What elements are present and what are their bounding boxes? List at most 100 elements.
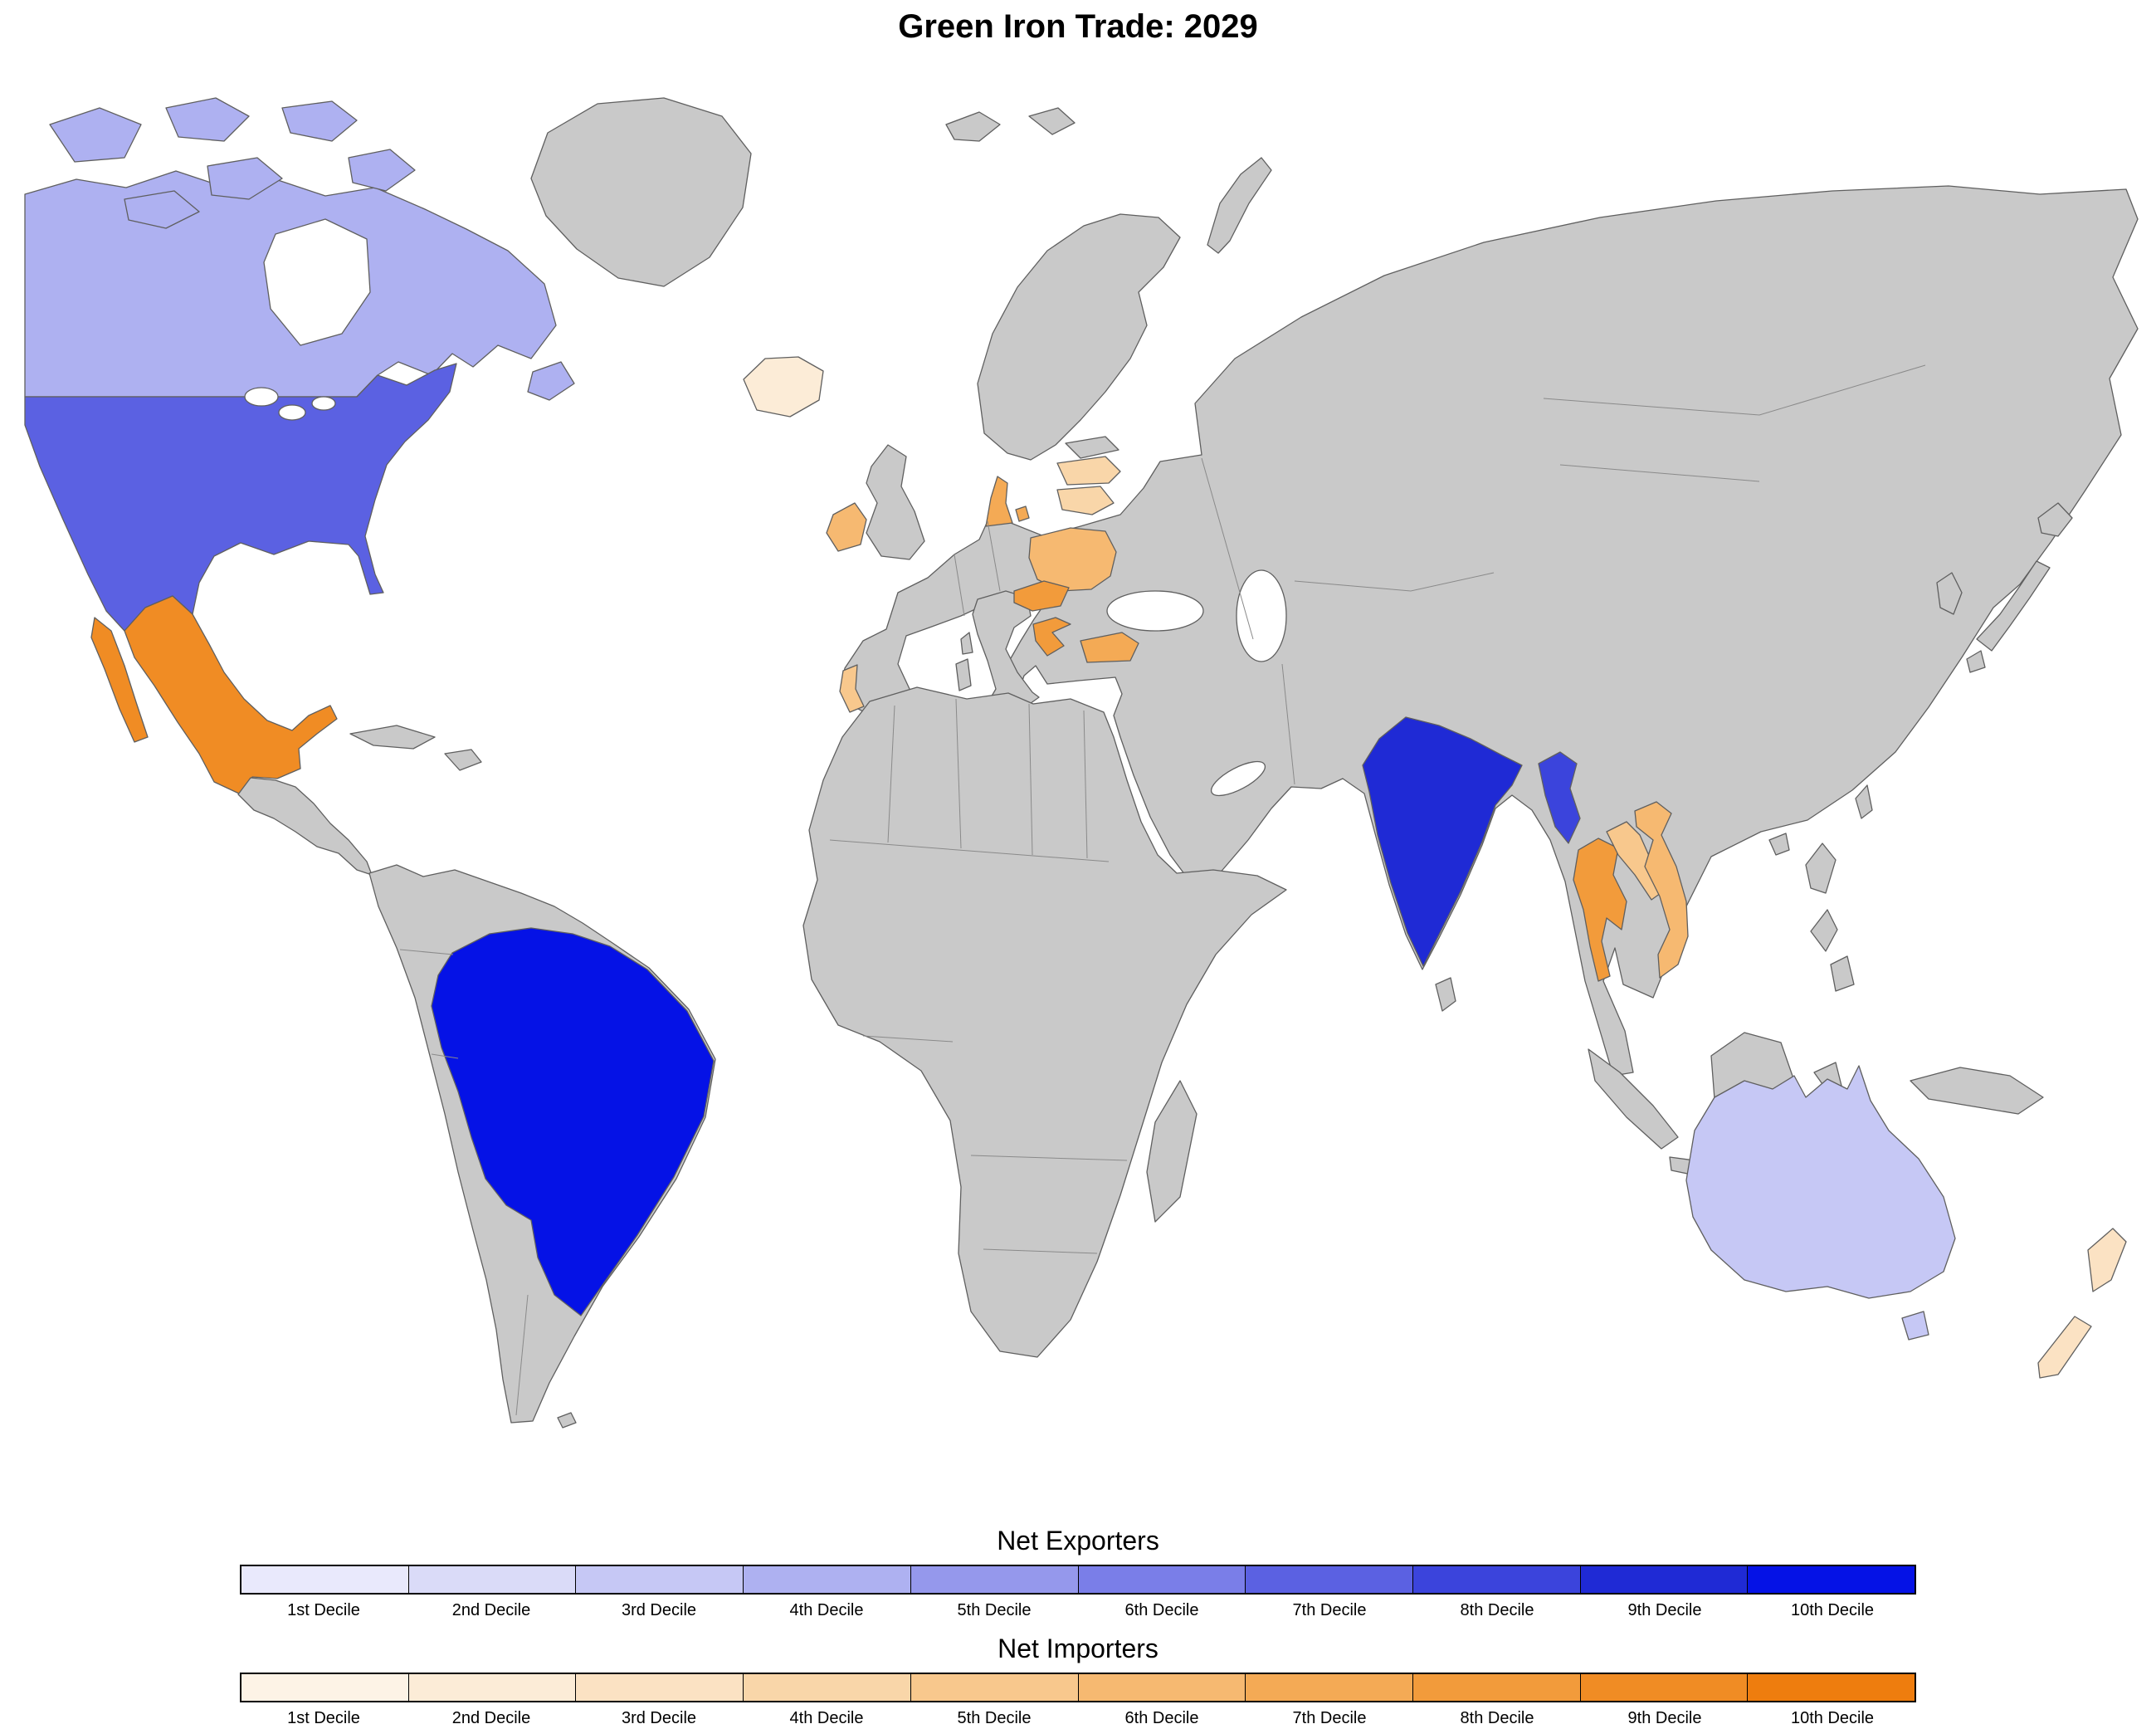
legend-decile-label: 5th Decile <box>957 1601 1032 1619</box>
island-cuba <box>349 725 436 750</box>
legend-cell <box>1078 1566 1246 1593</box>
island-sri-lanka <box>1435 977 1456 1012</box>
legend-cell <box>1246 1674 1413 1701</box>
legend-cell <box>1246 1566 1413 1593</box>
legend-cell <box>241 1674 409 1701</box>
country-japan-hokkaido <box>2037 502 2073 537</box>
island-luzon <box>1805 842 1837 894</box>
legend-decile-label: 2nd Decile <box>451 1601 531 1619</box>
country-brazil <box>431 927 715 1316</box>
legend-cell <box>1580 1566 1749 1593</box>
country-korea <box>1936 572 1963 615</box>
legend-decile-label: 7th Decile <box>1292 1601 1367 1619</box>
legend-decile-label: 2nd Decile <box>451 1709 531 1724</box>
country-canada-island <box>207 157 283 200</box>
island-new-guinea <box>1910 1067 2044 1115</box>
legend-cell <box>408 1674 577 1701</box>
country-canada-island <box>165 97 250 142</box>
island-svalbard <box>945 111 1001 142</box>
island-madagascar <box>1146 1080 1198 1223</box>
exporters-legend-title: Net Exporters <box>997 1526 1159 1556</box>
island-taiwan <box>1855 784 1873 819</box>
country-bulgaria <box>1080 632 1139 663</box>
country-denmark-island <box>1015 505 1030 522</box>
country-borders <box>399 364 1926 1416</box>
country-lithuania <box>1056 486 1115 515</box>
landmass-central-america <box>237 777 373 876</box>
island-hispaniola <box>444 749 482 771</box>
great-lake <box>278 404 306 421</box>
legend-block: Net Exporters 1st Decile 2nd Decile 3rd De… <box>0 1526 2156 1724</box>
legend-decile-label: 3rd Decile <box>621 1709 697 1724</box>
legend-cell <box>1748 1674 1915 1701</box>
landmass-scandinavia <box>977 213 1181 461</box>
legend-cell <box>1412 1566 1581 1593</box>
legend-cell <box>1580 1674 1749 1701</box>
legend-decile-label: 4th Decile <box>789 1709 864 1724</box>
legend-decile-label: 10th Decile <box>1790 1709 1875 1724</box>
exporters-colorbar <box>240 1565 1916 1595</box>
legend-decile-label: 5th Decile <box>957 1709 1032 1724</box>
legend-decile-label: 7th Decile <box>1292 1709 1367 1724</box>
legend-decile-label: 8th Decile <box>1460 1601 1534 1619</box>
country-canada-island <box>348 149 416 192</box>
country-india <box>1362 716 1523 967</box>
country-new-zealand-south <box>2037 1316 2092 1379</box>
island-sardinia <box>955 658 972 691</box>
island-novaya-zemlya <box>1207 157 1272 254</box>
country-latvia <box>1056 456 1121 486</box>
country-canada-island <box>281 100 358 142</box>
caspian-sea <box>1236 569 1287 662</box>
country-vietnam <box>1634 801 1689 979</box>
importers-decile-labels: 1st Decile 2nd Decile 3rd Decile 4th Decile… <box>240 1702 1916 1724</box>
legend-cell <box>1078 1674 1246 1701</box>
legend-decile-label: 4th Decile <box>789 1601 864 1619</box>
legend-decile-label: 9th Decile <box>1627 1601 1702 1619</box>
landmass-africa <box>802 686 1287 1358</box>
country-japan-kyushu <box>1966 650 1986 673</box>
country-australia-tasmania <box>1901 1311 1929 1341</box>
legend-cell <box>576 1566 744 1593</box>
country-canada-island <box>124 190 200 229</box>
country-australia <box>1685 1065 1956 1299</box>
legend-cell <box>910 1674 1079 1701</box>
legend-decile-label: 3rd Decile <box>621 1601 697 1619</box>
legend-cell <box>744 1566 911 1593</box>
legend-cell <box>744 1674 911 1701</box>
legend-cell <box>408 1566 577 1593</box>
legend-cell <box>1412 1674 1581 1701</box>
country-croatia <box>1032 617 1071 657</box>
legend-decile-label: 8th Decile <box>1460 1709 1534 1724</box>
legend-decile-label: 6th Decile <box>1124 1601 1199 1619</box>
country-great-britain <box>866 444 925 560</box>
great-lake <box>311 396 336 411</box>
world-map <box>24 97 2139 1429</box>
legend-cell <box>910 1566 1079 1593</box>
country-japan-honshu <box>1976 560 2051 652</box>
black-sea <box>1106 590 1204 632</box>
exporters-legend: Net Exporters 1st Decile 2nd Decile 3rd De… <box>240 1526 1916 1620</box>
country-mexico-baja <box>90 617 149 743</box>
legend-decile-label: 9th Decile <box>1627 1709 1702 1724</box>
island-philippines <box>1810 909 1838 952</box>
country-canada-newfoundland <box>527 361 575 401</box>
country-czechia <box>1013 580 1070 612</box>
legend-decile-label: 1st Decile <box>287 1709 360 1724</box>
country-estonia <box>1065 436 1119 459</box>
country-canada-island <box>49 107 142 163</box>
legend-decile-label: 6th Decile <box>1124 1709 1199 1724</box>
legend-decile-label: 1st Decile <box>287 1601 360 1619</box>
country-ireland <box>826 502 867 552</box>
importers-legend: Net Importers 1st Decile 2nd Decile 3rd De… <box>240 1634 1916 1724</box>
hudson-bay <box>263 218 371 346</box>
country-mexico <box>124 595 338 794</box>
great-lake <box>244 387 279 407</box>
island-falklands <box>557 1412 577 1429</box>
country-new-zealand-north <box>2087 1228 2127 1292</box>
importers-legend-title: Net Importers <box>998 1634 1158 1663</box>
country-united-states <box>24 363 457 632</box>
legend-cell <box>576 1674 744 1701</box>
importers-colorbar <box>240 1673 1916 1702</box>
country-iceland <box>743 356 824 418</box>
legend-cell <box>241 1566 409 1593</box>
